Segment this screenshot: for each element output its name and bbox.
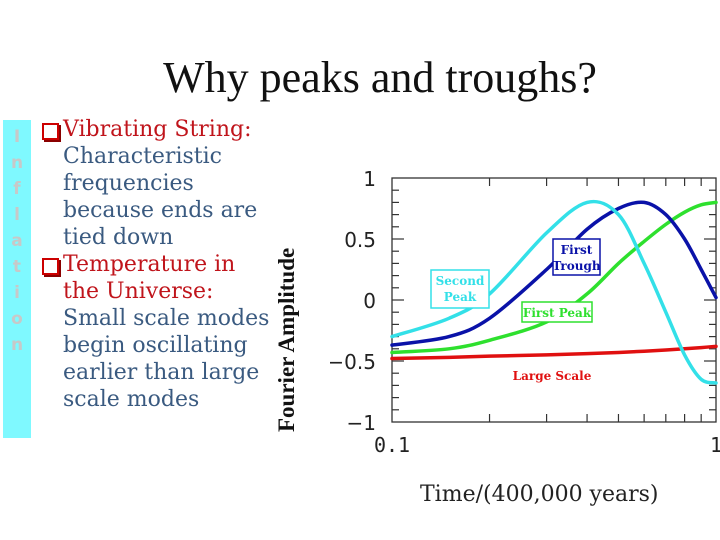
slide-title: Why peaks and troughs? [163,53,597,102]
bullet-list: Vibrating String: Characteristic frequen… [40,116,275,413]
bullet-body: Characteristic frequencies because ends … [63,144,258,250]
chart-lines [390,199,718,385]
sidebar-letter: n [10,335,24,355]
svg-text:Large Scale: Large Scale [513,369,592,383]
inflation-sidebar: I n f l a t i o n [3,120,31,438]
svg-text:1: 1 [363,167,376,191]
svg-text:Second: Second [436,274,485,288]
checkbox-bullet-icon [42,123,59,140]
sidebar-letter: a [11,231,23,251]
svg-text:−1: −1 [347,411,376,435]
sidebar-letter: o [11,309,23,329]
svg-text:First: First [561,243,593,257]
svg-text:1: 1 [710,433,720,457]
bullet-heading: Temperature in the Universe: [63,252,236,304]
svg-text:0: 0 [363,289,376,313]
chart-annotations: Second Peak First Trough First Peak Large Sca… [430,238,601,383]
svg-text:Trough: Trough [552,259,600,273]
fourier-amplitude-chart: 1 0.5 0 −0.5 −10.1 1 Second Peak First Trough Fir… [330,167,720,457]
sidebar-letter: i [14,283,20,303]
svg-text:0.5: 0.5 [344,228,376,252]
sidebar-letter: f [13,179,21,199]
svg-text:0.1: 0.1 [374,433,410,457]
bullet-body: Small scale modes begin oscillating earl… [63,306,270,412]
svg-text:Peak: Peak [444,290,477,304]
bullet-heading: Vibrating String: [63,117,252,142]
bullet-item: Temperature in the Universe: Small scale… [40,251,275,413]
sidebar-letter: n [10,153,24,173]
sidebar-letter: t [12,257,22,277]
sidebar-letter: I [13,127,21,147]
sidebar-letter: l [14,205,20,225]
chart-axes: 1 0.5 0 −0.5 −10.1 1 [330,167,720,457]
x-axis-label: Time/(400,000 years) [420,482,659,507]
svg-text:First Peak: First Peak [523,306,592,320]
svg-text:−0.5: −0.5 [330,350,376,374]
checkbox-bullet-icon [42,258,59,275]
y-axis-label: Fourier Amplitude [274,247,299,432]
bullet-item: Vibrating String: Characteristic frequen… [40,116,275,251]
